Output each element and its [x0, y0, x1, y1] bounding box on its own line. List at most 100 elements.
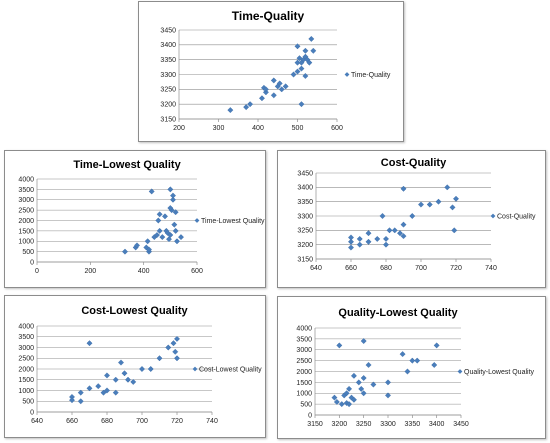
y-tick-label: 3350	[297, 199, 313, 206]
x-tick-label: 720	[450, 265, 462, 272]
data-point	[431, 361, 438, 368]
data-point	[167, 232, 174, 239]
data-point	[148, 188, 155, 195]
x-tick-label: 600	[331, 125, 343, 132]
y-tick-label: 1000	[18, 239, 34, 246]
chart-svg: Cost-Quality 3150 3200 3250 3300 3350 3400 3450…	[297, 157, 536, 272]
y-tick-label: 1500	[18, 228, 34, 235]
data-point	[451, 227, 458, 234]
chart-title: Cost-Lowest Quality	[81, 305, 188, 317]
data-point	[276, 80, 283, 87]
data-point	[444, 184, 451, 191]
x-tick-label: 680	[101, 418, 113, 425]
data-point	[302, 73, 309, 79]
data-point	[270, 77, 277, 84]
data-point	[435, 198, 442, 205]
x-tick-label: 3250	[356, 421, 372, 428]
data-point	[122, 248, 128, 255]
y-tick-label: 4000	[18, 176, 34, 183]
data-point	[270, 92, 277, 99]
data-point	[139, 366, 145, 372]
data-point	[121, 370, 128, 377]
data-point	[414, 357, 421, 364]
data-point	[350, 372, 357, 379]
y-tick-label: 1500	[296, 380, 312, 387]
chart-panel-cost-lowest-quality: Cost-Lowest Quality 0 500 1000 1500 2000 2500 3…	[4, 295, 266, 438]
data-point	[156, 355, 163, 362]
y-tick-label: 1000	[296, 391, 312, 398]
chart-svg: Cost-Lowest Quality 0 500 1000 1500 2000 2500 3…	[18, 305, 262, 425]
chart-panel-time-lowest-quality: Time-Lowest Quality 0 500 1000 1500 2000 2500 3…	[4, 150, 266, 288]
chart-title: Time-Lowest Quality	[73, 159, 181, 171]
x-tick-label: 660	[345, 265, 357, 272]
data-point	[247, 101, 254, 108]
x-tick-label: 400	[252, 125, 264, 132]
y-tick-label: 3500	[18, 187, 34, 194]
data-point	[333, 398, 340, 405]
legend-marker	[490, 213, 496, 219]
data-point	[356, 235, 363, 242]
y-tick-label: 0	[30, 409, 34, 416]
data-point	[278, 86, 285, 93]
data-point	[306, 59, 313, 66]
data-point	[360, 375, 367, 382]
x-tick-label: 740	[206, 418, 218, 425]
y-tick-label: 3300	[297, 213, 313, 220]
x-tick-label: 400	[138, 268, 150, 275]
y-tick-label: 2500	[296, 358, 312, 365]
data-point	[418, 201, 424, 208]
data-point	[400, 185, 407, 192]
data-point	[172, 209, 179, 216]
data-point	[86, 385, 93, 392]
data-point	[282, 83, 289, 90]
data-point	[167, 186, 174, 193]
x-tick-label: 200	[173, 125, 185, 132]
y-tick-label: 3500	[18, 334, 34, 341]
data-point	[374, 235, 381, 242]
y-tick-label: 3200	[297, 242, 313, 249]
x-tick-label: 740	[485, 265, 497, 272]
data-point	[166, 236, 172, 243]
x-tick-label: 700	[415, 265, 427, 272]
x-tick-label: 0	[35, 268, 39, 275]
x-tick-label: 680	[380, 265, 392, 272]
y-tick-label: 4000	[296, 325, 312, 332]
data-point	[86, 340, 93, 347]
data-point	[350, 396, 357, 403]
data-point	[174, 335, 180, 342]
legend-marker	[457, 369, 463, 374]
x-tick-label: 3150	[307, 421, 323, 428]
legend-label: Cost-Quality	[497, 214, 536, 221]
x-tick-label: 200	[84, 268, 96, 275]
y-tick-label: 2000	[296, 369, 312, 376]
y-tick-label: 500	[22, 249, 34, 256]
y-tick-label: 3000	[18, 345, 34, 352]
legend-marker	[194, 218, 200, 223]
data-point	[172, 348, 179, 355]
data-point	[385, 379, 391, 386]
chart-svg: Time-Lowest Quality050010001500200025003…	[18, 159, 265, 275]
data-point	[77, 398, 84, 405]
data-point	[243, 104, 250, 111]
x-tick-label: 300	[213, 125, 225, 132]
data-point	[449, 204, 456, 211]
x-tick-label: 3400	[429, 421, 445, 428]
legend-marker	[192, 366, 198, 372]
y-tick-label: 3500	[296, 336, 312, 343]
data-point	[453, 195, 459, 202]
data-point	[294, 43, 301, 50]
data-point	[404, 368, 411, 375]
data-point	[336, 342, 343, 349]
y-tick-label: 3250	[297, 228, 313, 235]
y-tick-label: 2000	[18, 366, 34, 373]
data-point	[146, 246, 152, 253]
x-tick-label: 3300	[380, 421, 396, 428]
data-point	[346, 385, 353, 392]
data-point	[294, 68, 301, 75]
data-point	[171, 221, 178, 228]
data-point	[356, 241, 363, 248]
data-point	[156, 227, 163, 234]
chart-title: Time-Quality	[232, 9, 305, 23]
data-point	[346, 401, 353, 408]
x-tick-label: 500	[292, 125, 304, 132]
